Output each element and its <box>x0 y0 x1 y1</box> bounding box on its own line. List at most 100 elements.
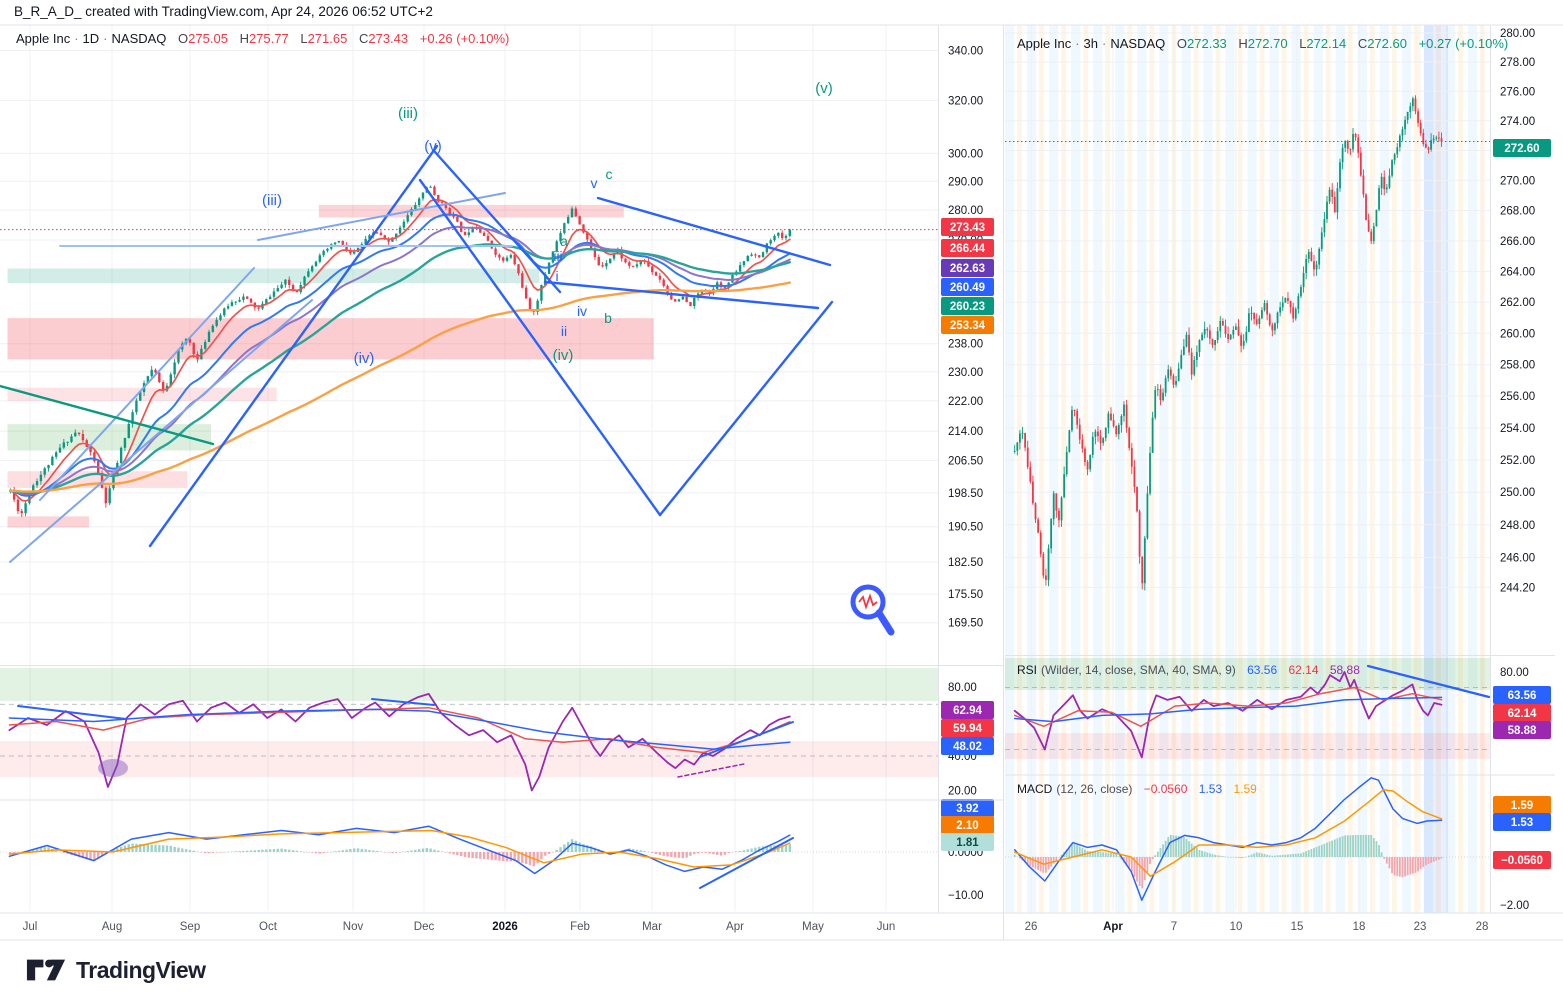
left-low-value: 271.65 <box>307 31 348 46</box>
svg-text:1.81: 1.81 <box>956 837 979 849</box>
h3-chart[interactable]: 280.00278.00276.00274.00272.00270.00268.… <box>1005 25 1555 933</box>
right-change: +0.27 (+0.10%) <box>1418 36 1509 51</box>
daily-grid <box>0 25 938 911</box>
wave-label: (iv) <box>553 347 574 364</box>
daily-rsi-pane[interactable] <box>0 668 938 792</box>
svg-text:260.00: 260.00 <box>1500 328 1535 340</box>
svg-text:169.50: 169.50 <box>948 618 983 630</box>
svg-text:15: 15 <box>1291 921 1304 933</box>
wave-label: b <box>604 310 612 326</box>
tradingview-logo[interactable]: TradingView <box>26 957 206 984</box>
svg-text:Aug: Aug <box>102 921 122 933</box>
macd-hist-value: −0.0560 <box>1143 782 1188 796</box>
svg-text:28: 28 <box>1476 921 1489 933</box>
svg-text:1.53: 1.53 <box>1511 817 1533 829</box>
svg-text:80.00: 80.00 <box>1500 667 1529 679</box>
right-close-value: 272.60 <box>1367 36 1407 51</box>
right-open-value: 272.33 <box>1187 36 1227 51</box>
svg-text:Nov: Nov <box>343 921 364 933</box>
right-timeframe[interactable]: 3h <box>1083 36 1099 51</box>
left-close-value: 273.43 <box>368 31 409 46</box>
svg-text:266.44: 266.44 <box>950 243 986 255</box>
svg-text:266.00: 266.00 <box>1500 236 1535 248</box>
svg-text:340.00: 340.00 <box>948 46 983 58</box>
svg-text:268.00: 268.00 <box>1500 205 1535 217</box>
svg-text:23: 23 <box>1414 921 1427 933</box>
h3-macd-pane[interactable] <box>1005 777 1490 901</box>
wave-label: i <box>555 268 558 284</box>
svg-text:253.34: 253.34 <box>950 320 986 332</box>
tradingview-logo-icon <box>26 959 66 981</box>
svg-text:80.00: 80.00 <box>948 682 977 694</box>
svg-text:230.00: 230.00 <box>948 367 983 379</box>
h3-rsi-pane[interactable] <box>1005 658 1491 759</box>
svg-text:264.00: 264.00 <box>1500 266 1535 278</box>
svg-text:3.92: 3.92 <box>956 803 978 815</box>
svg-text:280.00: 280.00 <box>1500 28 1535 40</box>
left-chart-legend: Apple Inc · 1D · NASDAQ O275.05 H275.77 L271… <box>16 31 510 46</box>
svg-text:58.88: 58.88 <box>1508 725 1537 737</box>
wave-label: iii <box>553 248 562 264</box>
axis-badge: 272.60 <box>1493 139 1551 157</box>
svg-text:−0.0560: −0.0560 <box>1501 855 1543 867</box>
svg-text:270.00: 270.00 <box>1500 175 1535 187</box>
svg-text:Feb: Feb <box>570 921 590 933</box>
svg-text:Dec: Dec <box>414 921 435 933</box>
left-high-value: 275.77 <box>248 31 289 46</box>
svg-text:300.00: 300.00 <box>948 148 983 160</box>
daily-time-axis[interactable]: Jul Aug Sep Oct Nov Dec 2026 Feb Mar Apr May Jun <box>23 921 896 933</box>
axis-badge: 266.44 <box>941 239 994 257</box>
left-exchange: NASDAQ <box>111 31 167 46</box>
axis-badge: 253.34 <box>941 316 994 334</box>
right-exchange: NASDAQ <box>1110 36 1166 51</box>
svg-text:63.56: 63.56 <box>1508 690 1537 702</box>
svg-text:272.60: 272.60 <box>1504 143 1539 155</box>
right-chart-legend: Apple Inc · 3h · NASDAQ O272.33 H272.70 L272… <box>1017 36 1509 51</box>
svg-text:2.10: 2.10 <box>956 820 978 832</box>
left-symbol-name[interactable]: Apple Inc <box>16 31 71 46</box>
wave-label: (iii) <box>398 105 418 122</box>
svg-text:26: 26 <box>1025 921 1038 933</box>
svg-text:Apr: Apr <box>726 921 744 933</box>
svg-text:276.00: 276.00 <box>1500 86 1535 98</box>
svg-text:273.43: 273.43 <box>950 222 985 234</box>
svg-text:246.00: 246.00 <box>1500 553 1535 565</box>
right-low-value: 272.14 <box>1306 36 1347 51</box>
svg-text:320.00: 320.00 <box>948 95 983 107</box>
svg-text:274.00: 274.00 <box>1500 116 1535 128</box>
svg-text:250.00: 250.00 <box>1500 487 1535 499</box>
h3-candles <box>1013 95 1443 591</box>
svg-text:258.00: 258.00 <box>1500 360 1535 372</box>
right-macd-legend[interactable]: MACD (12, 26, close) −0.0560 1.53 1.59 <box>1017 782 1257 796</box>
axis-badge: 1.81 <box>941 833 994 851</box>
daily-trendlines[interactable] <box>0 144 834 563</box>
axis-badge: 48.02 <box>941 737 994 755</box>
h3-price-axis[interactable]: 280.00278.00276.00274.00272.00270.00268.… <box>1493 28 1551 912</box>
macd-signal-value: 1.59 <box>1233 782 1257 796</box>
svg-text:59.94: 59.94 <box>953 723 982 735</box>
wave-label: a <box>560 233 568 249</box>
svg-text:280.00: 280.00 <box>948 205 983 217</box>
svg-text:62.94: 62.94 <box>953 705 982 717</box>
wave-label: iv <box>577 303 587 319</box>
right-symbol-name[interactable]: Apple Inc <box>1017 36 1072 51</box>
svg-text:262.63: 262.63 <box>950 263 985 275</box>
svg-text:−2.00: −2.00 <box>1500 900 1529 912</box>
chart-watermark-icon <box>850 584 895 636</box>
svg-text:248.00: 248.00 <box>1500 520 1535 532</box>
footer-bar: TradingView <box>0 941 1563 999</box>
svg-text:May: May <box>802 921 824 933</box>
left-timeframe[interactable]: 1D <box>82 31 100 46</box>
h3-time-axis[interactable]: 26 Apr 7 10 15 18 23 28 <box>1025 921 1489 933</box>
daily-macd-pane[interactable] <box>0 825 938 889</box>
svg-text:198.50: 198.50 <box>948 488 983 500</box>
daily-price-axis[interactable]: 340.00320.00300.00290.00280.00270.00238.… <box>941 46 994 902</box>
snapshot-title: B_R_A_D_ created with TradingView.com, A… <box>14 4 433 19</box>
daily-zones <box>7 204 654 528</box>
right-rsi-legend[interactable]: RSI (Wilder, 14, close, SMA, 40, SMA, 9) … <box>1017 663 1360 677</box>
rsi-sma9-value: 58.88 <box>1329 663 1360 677</box>
axis-badge: 260.23 <box>941 297 994 315</box>
